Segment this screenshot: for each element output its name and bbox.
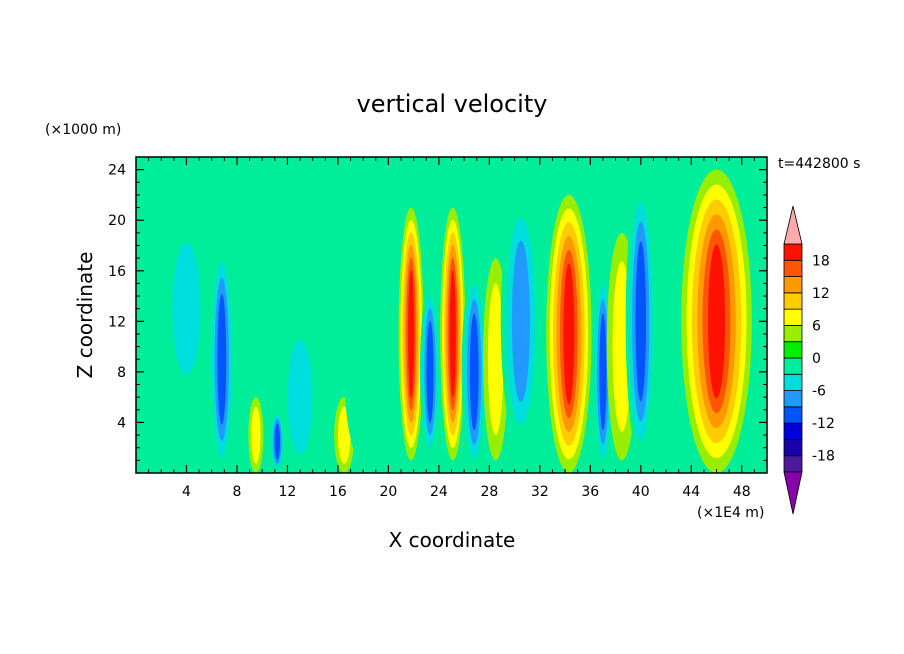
colorbar-bin [783,422,803,440]
colorbar-tick-label: -18 [812,449,835,465]
x-axis-label: X coordinate [389,528,516,552]
chart-title: vertical velocity [357,90,548,118]
x-tick-label: 32 [531,484,549,500]
cell-12-level-2 [511,240,530,403]
cell-3-level-3 [274,423,280,460]
x-tick-label: 8 [232,484,241,500]
x-tick-label: 40 [632,484,650,500]
cell-5-level-1 [338,406,351,464]
colorbar-extend-bottom [783,471,803,515]
colorbar: 18 12 6 0 -6 -12 -18 [783,205,835,515]
cell-16-level-3 [635,241,647,402]
x-tick-label: 12 [279,484,297,500]
colorbar-bin [783,276,803,294]
colorbar-tick-label: -6 [812,384,826,400]
y-tick-label: 24 [108,163,126,179]
colorbar-extend-top [783,205,803,245]
x-tick-label: 4 [182,484,191,500]
y-tick-label: 4 [117,415,126,431]
y-tick-label: 16 [108,264,126,280]
cell-1-level-3 [217,293,227,425]
cell-7-level-5 [408,269,415,399]
x-unit-label: (×1E4 m) [697,505,764,521]
x-tick-label: 48 [733,484,751,500]
x-tick-label: 20 [379,484,397,500]
x-tick-label: 16 [329,484,347,500]
cell-11-level-1 [487,283,504,436]
cell-17-level-5 [707,244,726,399]
cell-0-level-1 [172,242,201,376]
cell-2-level-1 [251,406,261,464]
x-tick-label: 24 [430,484,448,500]
colorbar-bin [783,455,803,473]
y-tick-label: 12 [108,314,126,330]
cell-6-level-0 [344,270,395,473]
x-tick-label: 36 [581,484,599,500]
cell-4-level-1 [287,340,313,455]
colorbar-bin [783,357,803,375]
colorbar-tick-label: -12 [812,416,835,432]
colorbar-tick-label: 12 [812,286,830,302]
time-label: t=442800 s [778,156,860,172]
y-tick-label: 20 [108,213,126,229]
colorbar-bin [783,439,803,457]
colorbar-bin [783,341,803,359]
colorbar-bin [783,406,803,424]
y-axis-label: Z coordinate [73,252,97,379]
colorbar-bin [783,259,803,277]
cell-13-level-5 [563,263,575,405]
x-tick-label: 28 [480,484,498,500]
x-tick-label: 44 [682,484,700,500]
cell-8-level-3 [426,320,434,423]
colorbar-tick-label: 18 [812,253,830,269]
colorbar-tick-label: 6 [812,318,821,334]
colorbar-bin [783,390,803,408]
colorbar-bin [783,325,803,343]
x-axis-ticks: 4 8 12 16 20 24 28 32 36 40 44 48 [148,157,755,500]
colorbar-bin [783,243,803,261]
colorbar-bin [783,373,803,391]
cell-14-level-3 [599,313,607,431]
y-axis-ticks: 4 8 12 16 20 24 [108,163,767,461]
contour-field [136,157,767,473]
cell-10-level-3 [469,313,479,431]
y-unit-label: (×1000 m) [45,122,121,138]
colorbar-bin [783,292,803,310]
colorbar-tick-label: 0 [812,351,821,367]
cell-9-level-5 [449,269,456,399]
y-tick-label: 8 [117,365,126,381]
colorbar-bin [783,308,803,326]
